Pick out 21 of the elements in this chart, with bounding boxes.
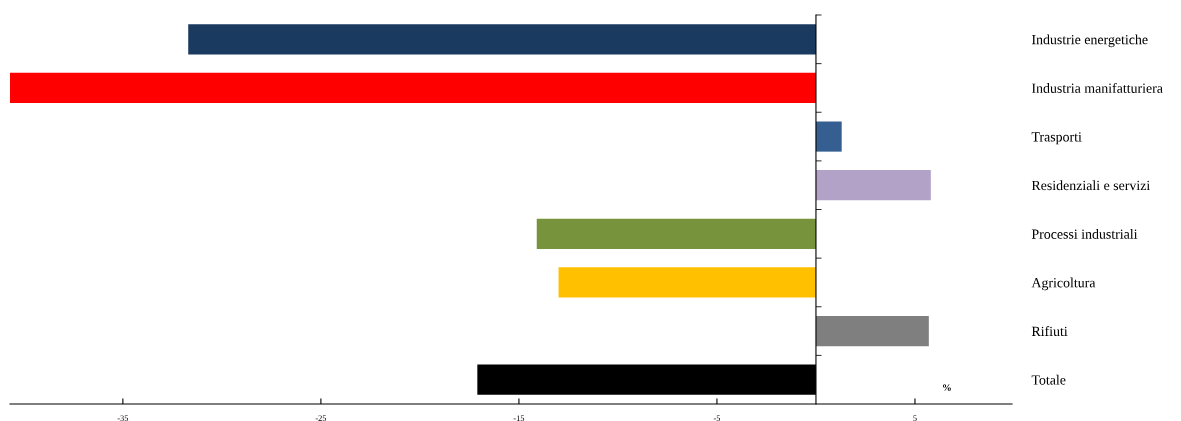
y-tick-label: Industria manifatturiera	[1031, 82, 1163, 93]
x-tick-label: -35	[117, 415, 129, 421]
x-tick-label: 5	[913, 415, 917, 421]
bar	[10, 72, 816, 104]
bar	[815, 315, 929, 347]
bar	[558, 267, 816, 298]
bar	[815, 121, 842, 152]
x-tick-label: -15	[513, 415, 525, 421]
x-tick-label: -25	[315, 415, 327, 421]
y-tick-label: Totale	[1031, 374, 1066, 385]
y-tick-label: Agricoltura	[1031, 277, 1096, 291]
bar	[188, 24, 816, 55]
y-tick-label: Residenziali e servizi	[1031, 180, 1150, 191]
y-tick-label: Industrie energetiche	[1031, 34, 1148, 48]
y-tick-label: Processi industriali	[1031, 228, 1138, 239]
y-tick-label: Trasporti	[1031, 132, 1082, 145]
y-tick-label: Rifiuti	[1031, 326, 1068, 337]
bar	[815, 170, 931, 201]
x-tick-label: -5	[713, 415, 721, 421]
annotation: %	[943, 384, 951, 391]
bar	[536, 218, 816, 249]
